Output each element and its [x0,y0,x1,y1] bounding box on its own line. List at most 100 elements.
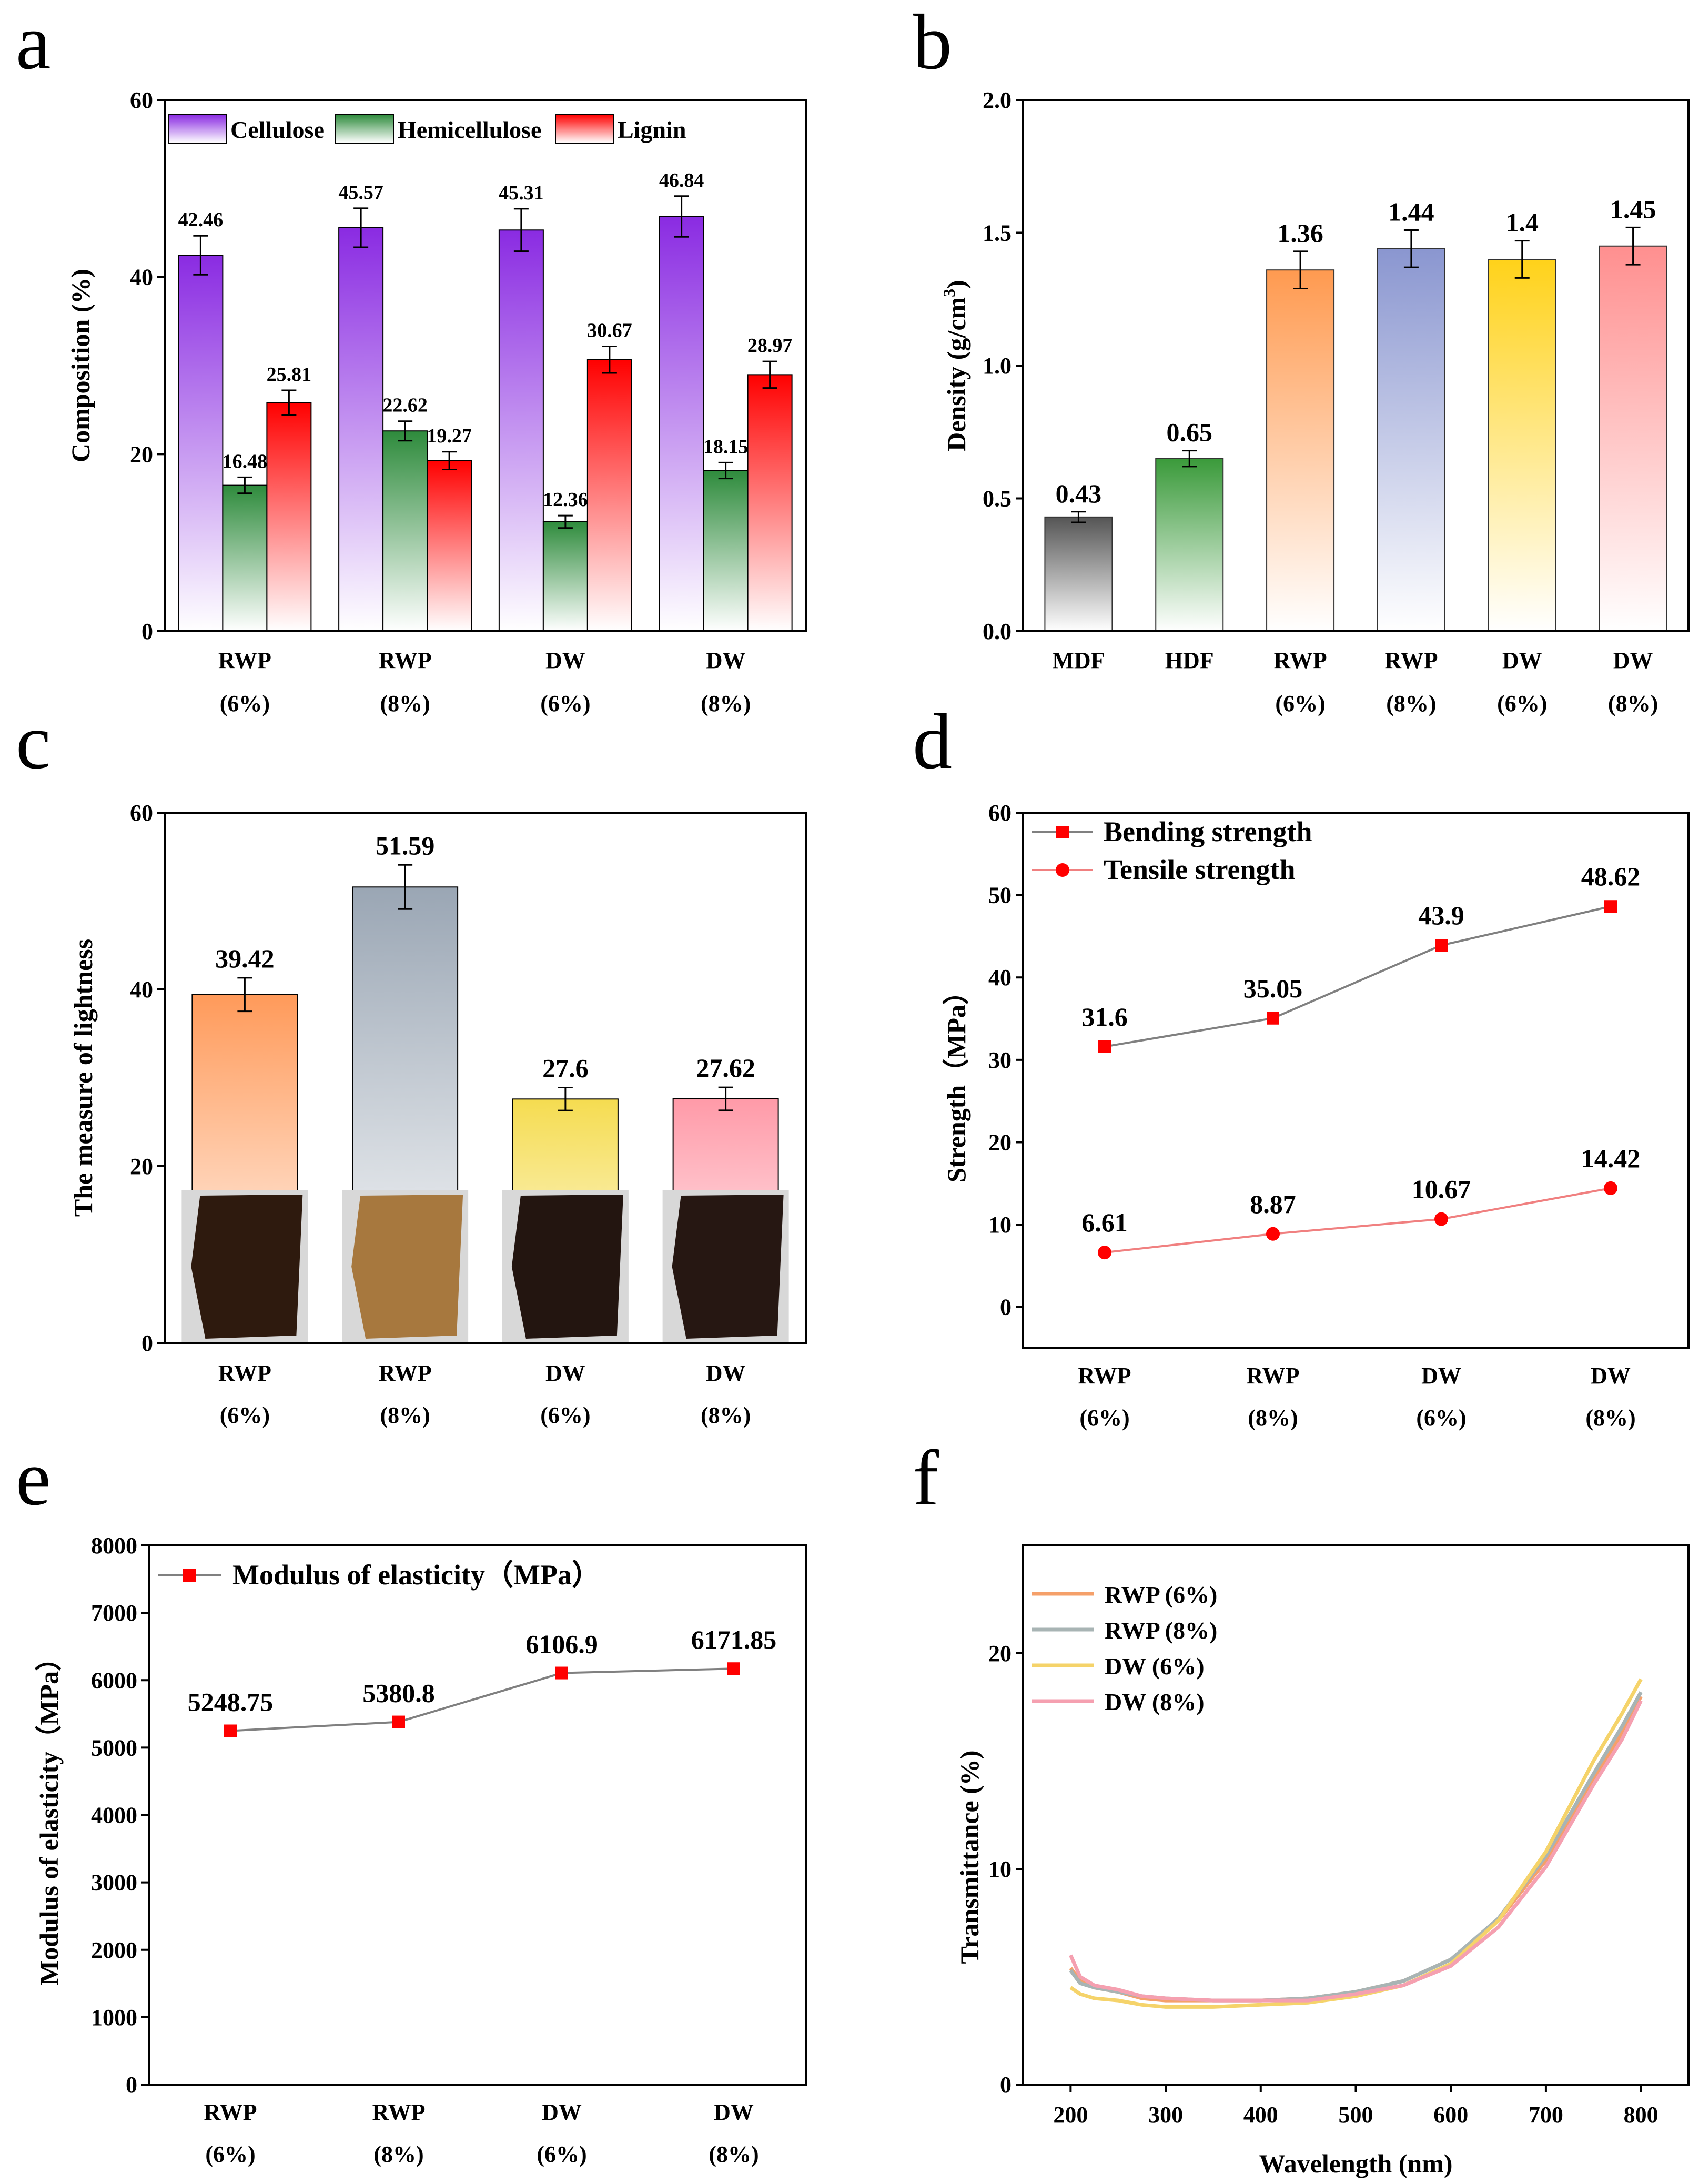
data-label: 5380.8 [362,1679,435,1708]
data-point-marker [224,1724,237,1737]
y-tick-label: 30 [988,1047,1012,1073]
x-tick-label: 400 [1243,2102,1278,2128]
data-point-marker [1435,939,1448,952]
bar-cellulose [338,227,384,632]
y-tick-label: 0 [141,619,153,644]
x-category-sublabel: (6%) [1497,691,1547,716]
x-category-sublabel: (8%) [1608,691,1658,716]
x-category-label: RWP [1384,648,1438,673]
data-label: 0.65 [1167,418,1213,447]
x-category-label: RWP [1274,648,1327,673]
legend-marker [1056,863,1069,877]
y-tick-label: 10 [988,1856,1012,1882]
bar-hemicellulose [703,470,749,632]
data-label: 0.43 [1056,479,1102,508]
legend-label: DW (6%) [1105,1653,1205,1680]
data-label: 1.36 [1277,218,1323,248]
data-label: 48.62 [1581,862,1641,891]
y-tick-label: 20 [988,1641,1012,1666]
x-category-sublabel: (6%) [1416,1405,1466,1431]
sample-board-image [191,1195,303,1339]
y-axis-label-sup: 3 [939,289,958,297]
data-point-marker [392,1715,405,1728]
bar-lignin [266,402,312,632]
data-label: 39.42 [215,944,275,973]
bar-cellulose [498,229,544,632]
data-label: 31.6 [1081,1002,1128,1032]
y-tick-label: 2000 [91,1937,137,1963]
series-line-DW (6%) [1069,1678,1643,2009]
data-label: 46.84 [659,169,704,191]
y-tick-label: 0 [141,1330,153,1356]
chart-density: 0.43 0.65 1.36 1.44 1.4 1.45 0.0 0.5 1.0 1.5 2.0 De… [939,87,1690,716]
y-tick-label: 40 [130,265,153,290]
x-category-label: RWP [379,648,432,673]
x-category-label: RWP [379,1360,432,1386]
x-tick-label: 300 [1148,2102,1183,2128]
y-axis-label: The measure of lightness [68,939,98,1217]
data-label: 6106.9 [525,1630,598,1659]
data-label: 6171.85 [691,1625,777,1654]
x-category-sublabel: (6%) [1079,1405,1129,1431]
plot-frame [164,99,807,632]
y-tick-label: 0 [1000,1295,1012,1320]
y-axis-label: Density (g/cm3) [939,280,971,451]
series-line-1 [1104,1187,1611,1254]
data-point-marker [1434,1212,1448,1226]
bar-hemicellulose [542,521,588,632]
y-tick-label: 1.5 [983,220,1012,246]
data-point-marker [1098,1040,1111,1053]
sample-board-image [511,1195,623,1339]
y-axis-label: Strength（MPa） [942,978,971,1182]
data-label: 30.67 [587,319,632,341]
x-tick-label: 600 [1433,2102,1468,2128]
series-line-DW (8%) [1069,1700,1643,2003]
legend-label: DW (8%) [1105,1688,1205,1715]
x-category-sublabel: (8%) [380,1402,430,1428]
x-category-sublabel: (6%) [220,1402,270,1428]
sample-board-image [351,1195,463,1339]
x-category-label: RWP [1078,1363,1131,1389]
x-category-label: DW [542,2099,582,2125]
x-category-label: RWP [218,1360,271,1386]
panel-label-b: b [913,0,952,86]
x-category-label: DW [545,1360,585,1386]
bar [1599,245,1667,632]
data-label: 8.87 [1250,1189,1296,1219]
bar [1266,269,1335,632]
legend-marker [1056,826,1069,838]
plot-frame [164,812,807,1344]
data-label: 1.45 [1610,194,1656,224]
bar [1488,259,1556,632]
bar-lignin [586,359,632,632]
y-tick-label: 20 [130,441,153,467]
data-label: 43.9 [1418,901,1464,930]
bar [1155,458,1224,632]
y-tick-label: 8000 [91,1533,137,1559]
data-label: 5248.75 [188,1687,274,1717]
bar-hemicellulose [382,430,428,632]
y-tick-label: 2.0 [983,87,1012,113]
x-tick-label: 500 [1339,2102,1373,2128]
x-category-label: DW [1502,648,1542,673]
bar [1377,248,1445,632]
data-label: 1.44 [1388,197,1434,226]
y-tick-label: 40 [130,977,153,1003]
chart-lightness: 39.42 51.59 27.6 27.62 0 20 40 60 The measure of… [68,800,807,1428]
x-category-sublabel: (8%) [701,691,751,716]
data-label: 16.48 [223,450,268,472]
y-tick-label: 7000 [91,1600,137,1626]
legend-swatch-lignin [555,114,614,144]
x-category-label: RWP [1246,1363,1299,1389]
data-label: 18.15 [703,436,749,458]
legend-label: Bending strength [1104,816,1312,847]
x-category-label: DW [1613,648,1653,673]
x-category-sublabel: (6%) [220,691,270,716]
data-label: 19.27 [427,425,472,447]
x-tick-label: 200 [1053,2102,1088,2128]
bar-lignin [747,374,793,632]
chart-modulus: 5248.75 5380.8 6106.9 6171.85 Modulus of ela… [34,1533,807,2167]
y-tick-label: 6000 [91,1667,137,1693]
panel-label-a: a [16,0,51,86]
